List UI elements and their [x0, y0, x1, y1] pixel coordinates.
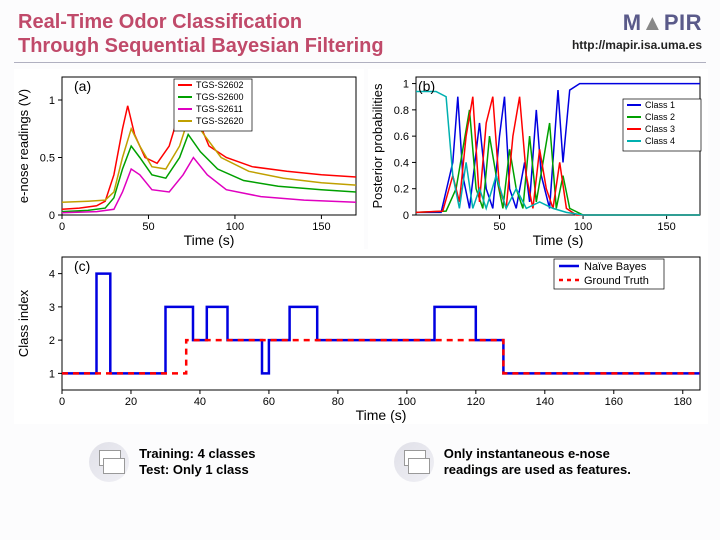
svg-text:160: 160 [605, 396, 623, 408]
svg-text:Naïve Bayes: Naïve Bayes [584, 261, 647, 273]
svg-text:0.8: 0.8 [394, 105, 409, 117]
svg-text:0.2: 0.2 [394, 184, 409, 196]
logo-area: M▲PIR http://mapir.isa.uma.es [572, 10, 702, 52]
svg-text:TGS-S2620: TGS-S2620 [196, 116, 244, 126]
svg-text:Class 1: Class 1 [645, 100, 675, 110]
svg-text:120: 120 [467, 396, 485, 408]
svg-text:1: 1 [403, 79, 409, 91]
svg-text:0: 0 [59, 396, 65, 408]
svg-text:150: 150 [657, 221, 675, 233]
svg-text:0.6: 0.6 [394, 131, 409, 143]
svg-text:3: 3 [49, 302, 55, 314]
svg-text:e-nose readings (V): e-nose readings (V) [16, 89, 31, 203]
svg-text:0: 0 [403, 210, 409, 222]
footer-right-line1: Only instantaneous e-nose [444, 446, 610, 461]
svg-text:Class 4: Class 4 [645, 136, 675, 146]
svg-text:Ground Truth: Ground Truth [584, 275, 649, 287]
logo: M▲PIR [572, 10, 702, 36]
svg-text:50: 50 [493, 221, 505, 233]
svg-text:(b): (b) [418, 78, 435, 94]
footer-left-line2: Test: Only 1 class [139, 462, 249, 477]
svg-text:TGS-S2611: TGS-S2611 [196, 104, 243, 114]
svg-text:(c): (c) [74, 258, 90, 274]
boxes-icon [89, 442, 129, 482]
chart-b: 5010015000.20.40.60.81Time (s)Posterior … [368, 69, 708, 249]
svg-text:Class 3: Class 3 [645, 124, 675, 134]
svg-text:60: 60 [263, 396, 275, 408]
svg-text:80: 80 [332, 396, 344, 408]
footer-right: Only instantaneous e-nose readings are u… [394, 442, 631, 482]
svg-text:0: 0 [49, 210, 55, 222]
svg-text:Time (s): Time (s) [533, 232, 584, 248]
svg-text:Posterior probabilities: Posterior probabilities [370, 83, 385, 209]
chart-a: 05010015000.51Time (s)e-nose readings (V… [14, 69, 364, 249]
svg-text:Class 2: Class 2 [645, 112, 675, 122]
footer-left-line1: Training: 4 classes [139, 446, 255, 461]
page-title: Real-Time Odor Classification Through Se… [18, 10, 384, 58]
title-line2: Through Sequential Bayesian Filtering [18, 35, 384, 57]
svg-text:Class index: Class index [16, 289, 31, 357]
boxes-icon [394, 442, 434, 482]
chart-c: 0204060801001201401601801234Time (s)Clas… [14, 249, 708, 424]
svg-text:0: 0 [59, 221, 65, 233]
svg-text:2: 2 [49, 335, 55, 347]
divider [14, 62, 706, 63]
svg-text:20: 20 [125, 396, 137, 408]
charts-area: 05010015000.51Time (s)e-nose readings (V… [0, 69, 720, 424]
svg-text:50: 50 [142, 221, 154, 233]
top-row: 05010015000.51Time (s)e-nose readings (V… [14, 69, 706, 249]
svg-text:180: 180 [674, 396, 692, 408]
url: http://mapir.isa.uma.es [572, 38, 702, 52]
svg-text:Time (s): Time (s) [356, 407, 407, 423]
svg-text:40: 40 [194, 396, 206, 408]
footer-left: Training: 4 classes Test: Only 1 class [89, 442, 255, 482]
svg-text:TGS-S2600: TGS-S2600 [196, 92, 244, 102]
svg-text:1: 1 [49, 368, 55, 380]
header: Real-Time Odor Classification Through Se… [0, 0, 720, 62]
svg-text:150: 150 [312, 221, 330, 233]
svg-text:140: 140 [536, 396, 554, 408]
svg-text:Time (s): Time (s) [184, 232, 235, 248]
title-line1: Real-Time Odor Classification [18, 11, 302, 33]
svg-text:0.5: 0.5 [40, 153, 55, 165]
svg-text:4: 4 [49, 269, 55, 281]
svg-text:TGS-S2602: TGS-S2602 [196, 80, 244, 90]
footer-right-line2: readings are used as features. [444, 462, 631, 477]
svg-text:1: 1 [49, 95, 55, 107]
svg-text:(a): (a) [74, 78, 91, 94]
svg-text:0.4: 0.4 [394, 157, 409, 169]
footer-right-text: Only instantaneous e-nose readings are u… [444, 446, 631, 477]
footer: Training: 4 classes Test: Only 1 class O… [0, 424, 720, 492]
footer-left-text: Training: 4 classes Test: Only 1 class [139, 446, 255, 477]
